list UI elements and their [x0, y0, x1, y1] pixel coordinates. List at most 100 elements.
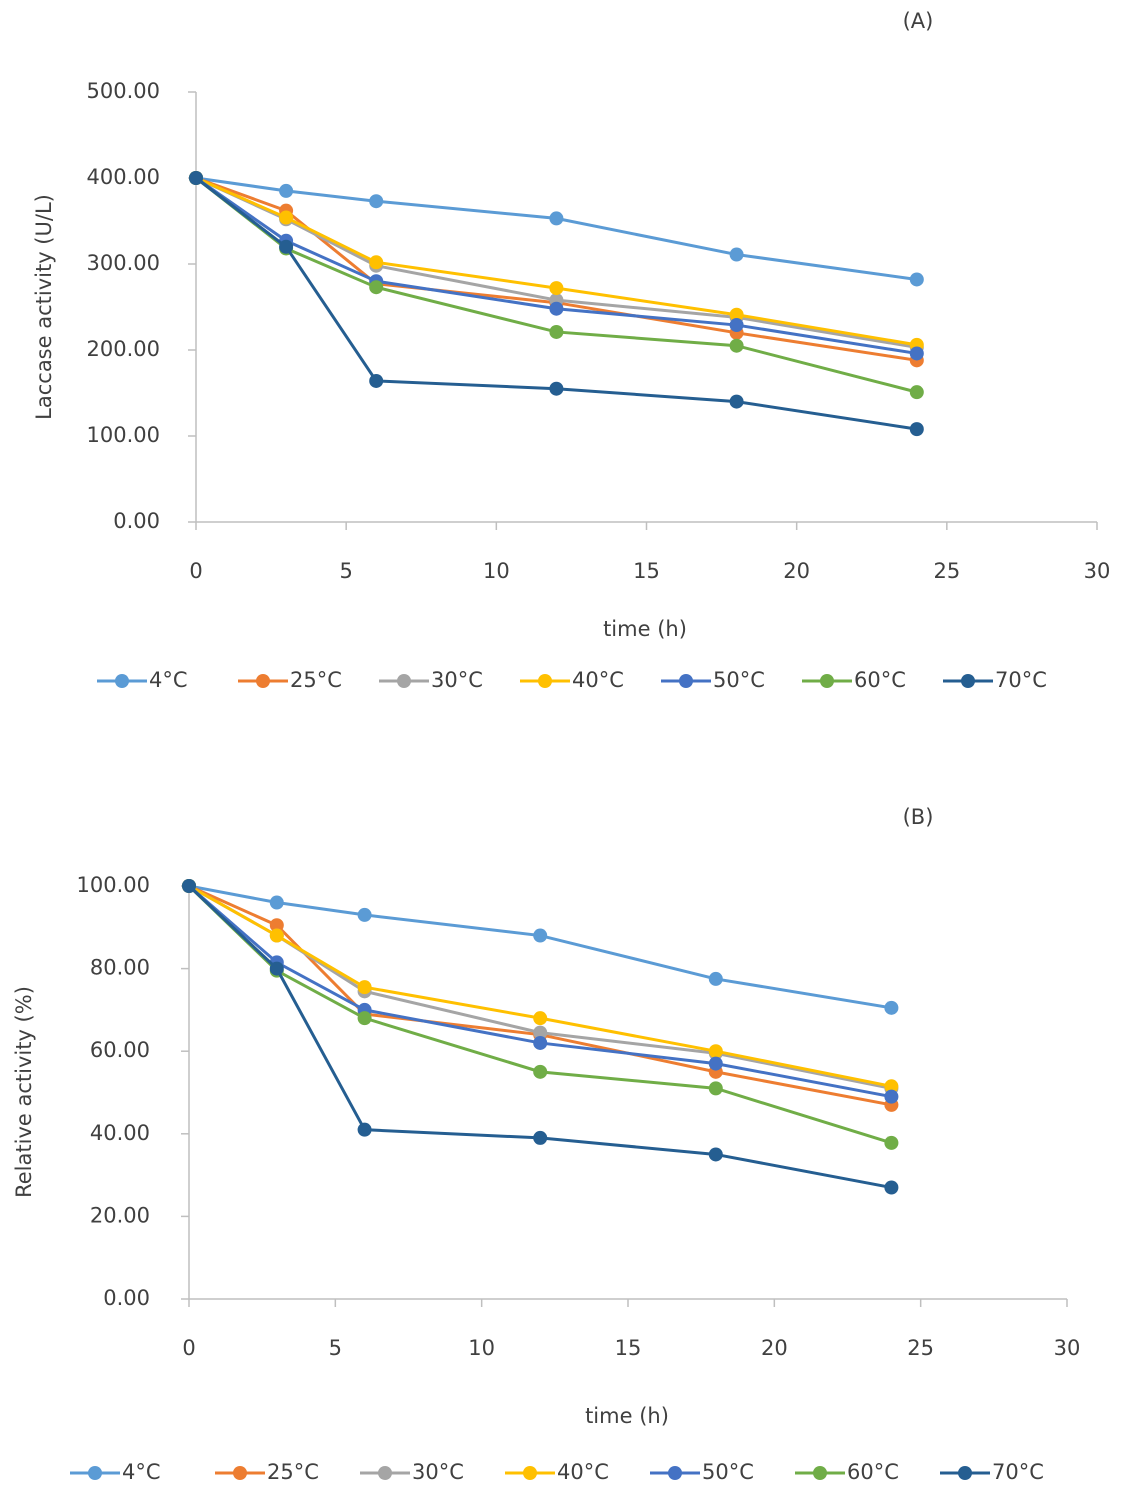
x-tick-label: 5	[329, 1336, 342, 1360]
data-point	[708, 1081, 723, 1096]
legend-label: 30°C	[412, 1460, 464, 1484]
data-point	[549, 281, 564, 296]
x-tick-label: 5	[339, 559, 352, 583]
series-line	[195, 176, 918, 347]
data-point	[549, 381, 564, 396]
legend-label: 40°C	[557, 1460, 609, 1484]
x-tick-label: 20	[761, 1336, 788, 1360]
series-line	[195, 176, 918, 431]
data-point	[549, 211, 564, 226]
data-point	[279, 183, 294, 198]
data-point	[909, 272, 924, 287]
data-point	[269, 918, 284, 933]
legend-marker	[668, 1466, 682, 1480]
data-point	[357, 907, 372, 922]
data-point	[369, 280, 384, 295]
data-point	[369, 373, 384, 388]
data-point	[884, 1079, 899, 1094]
legend-marker	[115, 674, 129, 688]
data-point	[884, 1000, 899, 1015]
series-line	[195, 176, 918, 349]
data-point	[533, 1064, 548, 1079]
x-axis-label: time (h)	[585, 1404, 669, 1428]
legend-marker	[397, 674, 411, 688]
series-line	[195, 176, 918, 281]
x-axis-label: time (h)	[603, 617, 687, 641]
y-tick-label: 40.00	[90, 1121, 150, 1145]
y-tick-label: 500.00	[87, 79, 160, 103]
legend-marker	[679, 674, 693, 688]
data-point	[729, 247, 744, 262]
legend-label: 25°C	[267, 1460, 319, 1484]
data-point	[909, 422, 924, 437]
y-tick-label: 100.00	[77, 873, 150, 897]
legend-label: 30°C	[431, 668, 483, 692]
x-tick-label: 20	[783, 559, 810, 583]
legend-label: 4°C	[149, 668, 188, 692]
data-point	[269, 895, 284, 910]
legend-label: 25°C	[290, 668, 342, 692]
data-point	[909, 385, 924, 400]
y-axis-label: Relative activity (%)	[12, 986, 36, 1198]
legend-marker	[378, 1466, 392, 1480]
data-point	[269, 961, 284, 976]
data-point	[357, 1011, 372, 1026]
x-tick-label: 0	[182, 1336, 195, 1360]
data-point	[182, 879, 196, 893]
legend-marker	[820, 674, 834, 688]
legend-label: 60°C	[847, 1460, 899, 1484]
data-point	[279, 210, 294, 225]
x-tick-label: 25	[933, 559, 960, 583]
data-point	[369, 194, 384, 209]
data-point	[708, 971, 723, 986]
legend-marker	[88, 1466, 102, 1480]
data-point	[533, 1130, 548, 1145]
data-point	[708, 1044, 723, 1059]
legend-label: 50°C	[702, 1460, 754, 1484]
legend-marker	[958, 1466, 972, 1480]
legend-label: 70°C	[995, 668, 1047, 692]
data-point	[189, 171, 203, 185]
data-point	[549, 301, 564, 316]
data-point	[729, 318, 744, 333]
data-point	[269, 928, 284, 943]
series-line	[188, 884, 892, 1107]
data-point	[884, 1135, 899, 1150]
legend-marker	[538, 674, 552, 688]
data-point	[729, 307, 744, 322]
y-axis-label: Laccase activity (U/L)	[32, 194, 56, 420]
y-tick-label: 0.00	[103, 1286, 150, 1310]
y-tick-label: 20.00	[90, 1203, 150, 1227]
legend-label: 60°C	[854, 668, 906, 692]
series-line	[187, 884, 892, 1189]
series-line	[188, 884, 892, 1099]
data-point	[909, 346, 924, 361]
panel-label: (A)	[903, 9, 934, 33]
y-tick-label: 0.00	[113, 509, 160, 533]
x-tick-label: 15	[633, 559, 660, 583]
data-point	[708, 1056, 723, 1071]
data-point	[533, 1035, 548, 1050]
legend-label: 40°C	[572, 668, 624, 692]
series-line	[188, 884, 892, 1088]
legend-marker	[813, 1466, 827, 1480]
panel-label: (B)	[903, 805, 934, 829]
legend-marker	[256, 674, 270, 688]
data-point	[357, 980, 372, 995]
data-point	[884, 1180, 899, 1195]
series-line	[188, 884, 892, 1010]
series-line	[188, 884, 892, 1090]
legend-marker	[523, 1466, 537, 1480]
legend-marker	[961, 674, 975, 688]
data-point	[708, 1147, 723, 1162]
x-tick-label: 0	[189, 559, 202, 583]
data-point	[369, 255, 384, 270]
legend-marker	[233, 1466, 247, 1480]
x-tick-label: 25	[907, 1336, 934, 1360]
data-point	[533, 1011, 548, 1026]
data-point	[533, 928, 548, 943]
legend-label: 70°C	[992, 1460, 1044, 1484]
data-point	[549, 324, 564, 339]
legend-label: 4°C	[122, 1460, 161, 1484]
